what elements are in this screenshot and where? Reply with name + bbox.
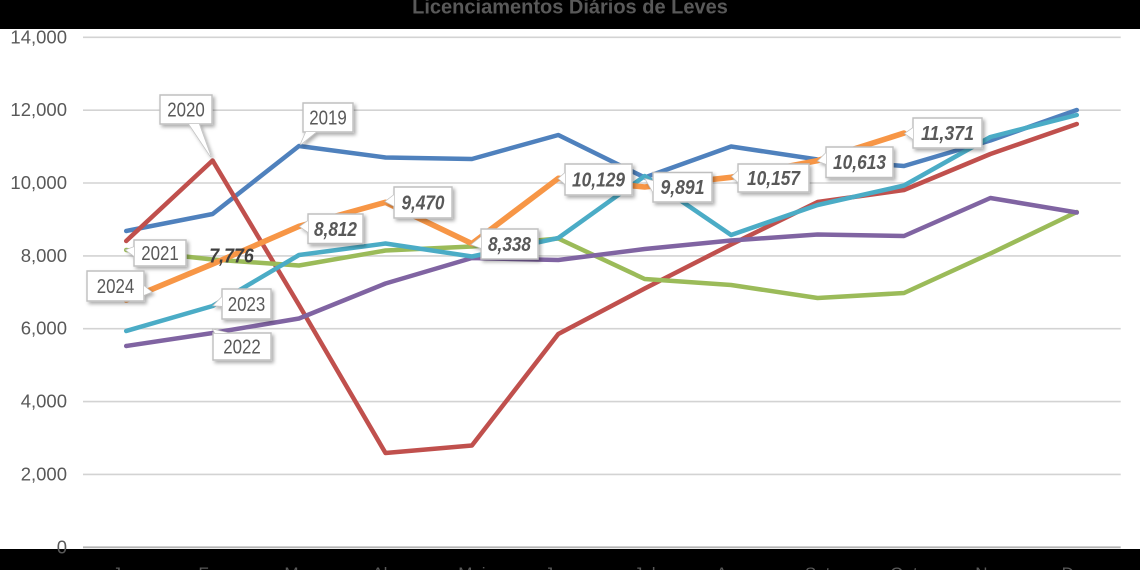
svg-text:10,157: 10,157 — [747, 168, 801, 190]
svg-text:Mar: Mar — [284, 564, 314, 570]
svg-text:Mai: Mai — [458, 564, 485, 570]
svg-text:9,891: 9,891 — [661, 177, 705, 199]
svg-text:10,000: 10,000 — [10, 172, 67, 193]
svg-text:2023: 2023 — [228, 294, 266, 316]
svg-text:Dez: Dez — [1062, 564, 1092, 570]
svg-text:6,000: 6,000 — [21, 318, 67, 339]
svg-text:9,470: 9,470 — [402, 193, 445, 215]
svg-text:2022: 2022 — [223, 337, 261, 359]
svg-text:Out: Out — [890, 564, 918, 570]
svg-text:8,000: 8,000 — [21, 245, 67, 266]
svg-text:Nov: Nov — [975, 564, 1006, 570]
svg-text:0: 0 — [57, 536, 67, 557]
svg-text:7,776: 7,776 — [209, 246, 254, 268]
svg-text:Licenciamentos Diários de Leve: Licenciamentos Diários de Leves — [412, 0, 728, 19]
svg-text:2,000: 2,000 — [21, 463, 67, 484]
svg-text:2019: 2019 — [309, 108, 347, 130]
svg-text:Abr: Abr — [372, 564, 399, 570]
svg-text:2024: 2024 — [97, 276, 135, 298]
svg-text:8,338: 8,338 — [488, 234, 532, 256]
svg-text:4,000: 4,000 — [21, 391, 67, 412]
svg-text:Ago: Ago — [716, 564, 746, 570]
svg-text:Set: Set — [805, 564, 831, 570]
svg-text:Jul: Jul — [634, 564, 656, 570]
svg-text:Jan: Jan — [112, 564, 139, 570]
svg-text:2021: 2021 — [141, 243, 179, 265]
svg-text:14,000: 14,000 — [10, 26, 67, 47]
svg-text:Fev: Fev — [198, 564, 227, 570]
svg-text:Jun: Jun — [545, 564, 572, 570]
svg-text:10,613: 10,613 — [833, 152, 886, 174]
svg-text:8,812: 8,812 — [314, 219, 357, 241]
svg-text:2020: 2020 — [167, 100, 205, 122]
svg-text:10,129: 10,129 — [572, 170, 626, 192]
svg-text:11,371: 11,371 — [921, 123, 974, 145]
svg-text:12,000: 12,000 — [10, 99, 67, 120]
